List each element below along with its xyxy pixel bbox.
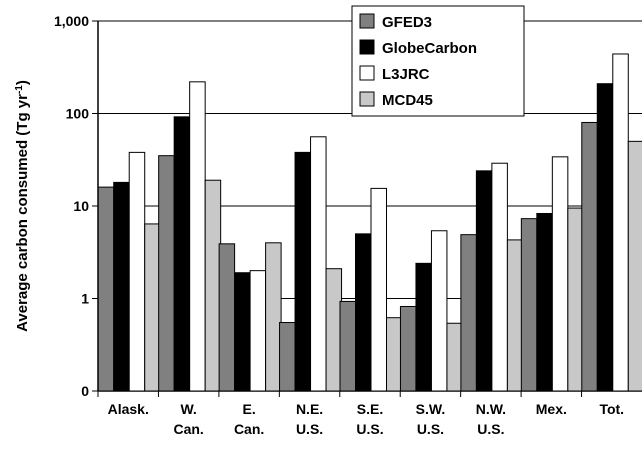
bar [536, 212, 553, 392]
bar [204, 179, 222, 392]
legend-swatch [359, 39, 375, 55]
x-tick-label: U.S. [296, 421, 323, 437]
x-tick-label: N.W. [476, 401, 506, 417]
bar [113, 181, 130, 392]
x-tick-label: N.E. [296, 401, 323, 417]
bar [189, 81, 206, 392]
x-tick-label: Mex. [536, 401, 567, 417]
legend-label: GlobeCarbon [382, 40, 477, 57]
bar [173, 116, 191, 392]
bar [234, 272, 251, 392]
legend-label: MCD45 [382, 92, 433, 109]
y-tick-label: 1,000 [54, 13, 89, 29]
x-tick-label: Can. [234, 421, 264, 437]
bar [520, 218, 538, 392]
bar [339, 300, 356, 392]
x-tick-label: E. [242, 401, 255, 417]
bar [430, 230, 448, 392]
bar [279, 322, 296, 392]
y-tick-label: 10 [73, 198, 89, 214]
bar [144, 223, 161, 392]
bar [627, 140, 642, 392]
x-tick-label: Alask. [108, 401, 149, 417]
y-tick-label: 100 [66, 106, 90, 122]
y-tick-label: 0 [81, 383, 89, 399]
bar [551, 156, 569, 392]
y-tick-label: 1 [81, 291, 89, 307]
x-tick-label: U.S. [477, 421, 504, 437]
bar [446, 322, 463, 392]
x-tick-label: S.W. [416, 401, 446, 417]
legend-box [351, 5, 525, 117]
x-tick-label: U.S. [417, 421, 444, 437]
x-tick-label: Can. [173, 421, 203, 437]
bar [325, 268, 343, 392]
legend-swatch [359, 65, 375, 81]
bar [475, 170, 493, 392]
legend-label: GFED3 [382, 14, 432, 31]
bar [158, 155, 175, 392]
y-axis-label: Average carbon consumed (Tg yr-1) [14, 80, 32, 332]
x-tick-label: U.S. [356, 421, 383, 437]
legend-label: L3JRC [382, 66, 430, 83]
x-tick-label: Tot. [599, 401, 624, 417]
bar [265, 242, 282, 392]
bar [310, 136, 327, 392]
bar [491, 162, 508, 392]
bar [596, 83, 614, 392]
bar [386, 317, 403, 392]
legend-swatch [359, 13, 375, 29]
bar [294, 151, 312, 392]
x-tick-label: S.E. [357, 401, 383, 417]
x-tick-label: W. [180, 401, 196, 417]
legend-swatch [359, 91, 375, 107]
bar [612, 53, 629, 392]
bar [567, 207, 584, 392]
bar [415, 262, 432, 392]
bar [218, 243, 236, 392]
bar [355, 233, 372, 392]
bar [370, 187, 387, 392]
bar [399, 305, 417, 392]
bar [97, 186, 115, 392]
bar [249, 270, 267, 392]
bar [581, 121, 598, 392]
bar [460, 234, 477, 392]
y-axis-label-superscript: -1 [14, 85, 25, 94]
bar [506, 239, 524, 392]
bar [128, 151, 146, 392]
